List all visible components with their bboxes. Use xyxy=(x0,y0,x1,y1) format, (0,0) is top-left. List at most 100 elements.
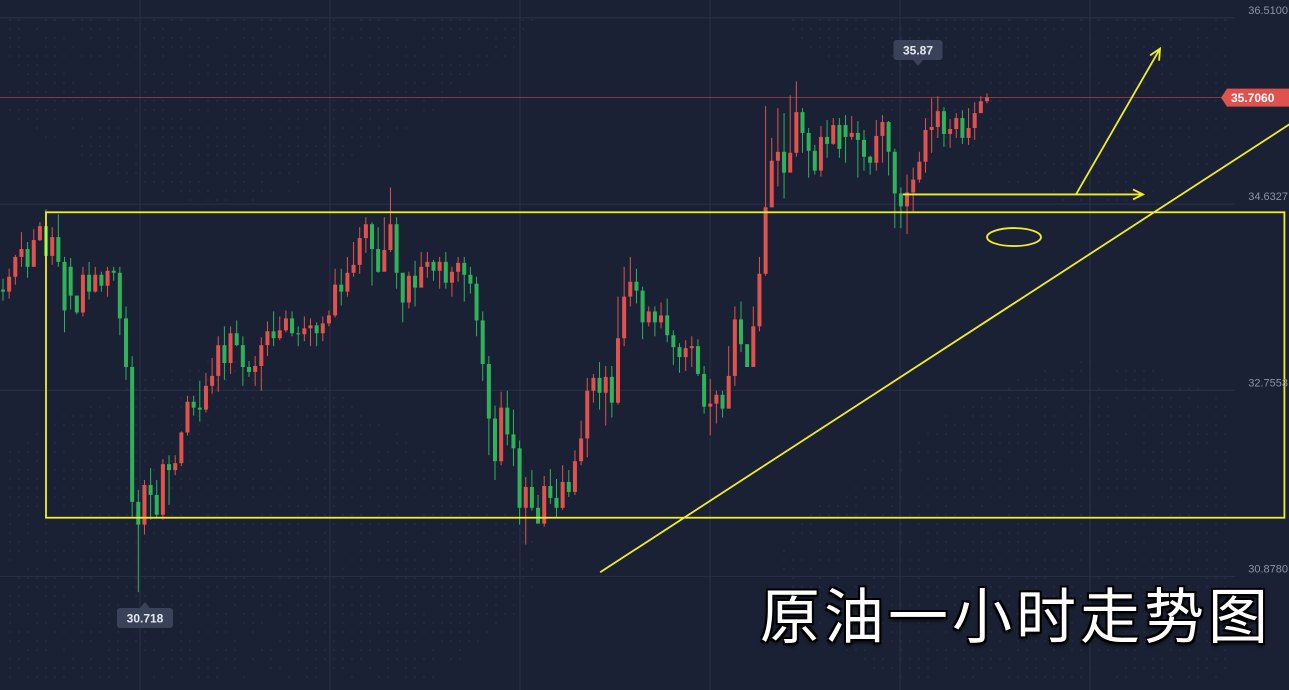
map-dot xyxy=(1214,396,1218,400)
map-dot xyxy=(926,549,930,553)
map-dot xyxy=(287,423,291,427)
map-dot xyxy=(206,558,210,562)
map-dot xyxy=(1133,27,1137,31)
map-dot xyxy=(89,36,93,40)
map-dot xyxy=(458,477,462,481)
map-dot xyxy=(962,531,966,535)
map-dot xyxy=(395,648,399,652)
map-dot xyxy=(926,594,930,598)
candle-body xyxy=(985,97,989,102)
map-dot xyxy=(35,549,39,553)
map-dot xyxy=(17,540,21,544)
map-dot xyxy=(980,18,984,22)
map-dot xyxy=(494,531,498,535)
map-dot xyxy=(1106,126,1110,130)
map-dot xyxy=(8,621,12,625)
map-dot xyxy=(881,90,885,94)
map-dot xyxy=(845,630,849,634)
low-marker-pointer xyxy=(140,602,150,608)
map-dot xyxy=(1097,180,1101,184)
map-dot xyxy=(1124,45,1128,49)
map-dot xyxy=(1097,594,1101,598)
map-dot xyxy=(1106,495,1110,499)
map-dot xyxy=(170,540,174,544)
map-dot xyxy=(395,567,399,571)
map-dot xyxy=(152,162,156,166)
map-dot xyxy=(854,45,858,49)
map-dot xyxy=(1115,441,1119,445)
map-dot xyxy=(305,81,309,85)
map-dot xyxy=(1115,567,1119,571)
map-dot xyxy=(53,675,57,679)
map-dot xyxy=(863,18,867,22)
map-dot xyxy=(431,657,435,661)
map-dot xyxy=(1178,405,1182,409)
map-dot xyxy=(917,603,921,607)
map-dot xyxy=(863,513,867,517)
map-dot xyxy=(1178,540,1182,544)
map-dot xyxy=(251,477,255,481)
map-dot xyxy=(8,531,12,535)
map-dot xyxy=(935,540,939,544)
map-dot xyxy=(161,99,165,103)
map-dot xyxy=(998,27,1002,31)
map-dot xyxy=(1052,72,1056,76)
map-dot xyxy=(341,567,345,571)
map-dot xyxy=(1205,162,1209,166)
map-dot xyxy=(161,162,165,166)
map-dot xyxy=(1187,549,1191,553)
map-dot xyxy=(323,153,327,157)
map-dot xyxy=(1187,468,1191,472)
map-dot xyxy=(296,585,300,589)
map-dot xyxy=(1196,99,1200,103)
map-dot xyxy=(908,612,912,616)
map-dot xyxy=(314,108,318,112)
map-dot xyxy=(1223,18,1227,22)
map-dot xyxy=(44,594,48,598)
map-dot xyxy=(1178,486,1182,490)
map-dot xyxy=(980,486,984,490)
candle xyxy=(579,420,584,466)
map-dot xyxy=(971,639,975,643)
map-dot xyxy=(458,27,462,31)
map-dot xyxy=(881,99,885,103)
map-dot xyxy=(989,441,993,445)
map-dot xyxy=(242,423,246,427)
map-dot xyxy=(242,612,246,616)
map-dot xyxy=(332,396,336,400)
candle xyxy=(240,336,245,386)
map-dot xyxy=(386,648,390,652)
map-dot xyxy=(458,495,462,499)
map-dot xyxy=(1133,585,1137,589)
map-dot xyxy=(377,450,381,454)
map-dot xyxy=(1079,432,1083,436)
map-dot xyxy=(143,441,147,445)
map-dot xyxy=(1142,432,1146,436)
map-dot xyxy=(485,585,489,589)
map-dot xyxy=(269,504,273,508)
map-dot xyxy=(287,90,291,94)
candle-body xyxy=(234,333,239,346)
map-dot xyxy=(269,135,273,139)
map-dot xyxy=(8,603,12,607)
map-dot xyxy=(1061,63,1065,67)
map-dot xyxy=(62,54,66,58)
map-dot xyxy=(1097,423,1101,427)
map-dot xyxy=(17,666,21,670)
map-dot xyxy=(1115,594,1119,598)
map-dot xyxy=(1034,594,1038,598)
map-dot xyxy=(377,585,381,589)
map-dot xyxy=(62,621,66,625)
candle-body xyxy=(585,390,590,439)
map-dot xyxy=(854,72,858,76)
map-dot xyxy=(170,648,174,652)
map-dot xyxy=(989,81,993,85)
map-dot xyxy=(278,504,282,508)
candle xyxy=(523,477,528,545)
map-dot xyxy=(143,594,147,598)
map-dot xyxy=(890,18,894,22)
map-dot xyxy=(980,531,984,535)
low-marker-label: 30.718 xyxy=(127,612,164,626)
map-dot xyxy=(242,63,246,67)
